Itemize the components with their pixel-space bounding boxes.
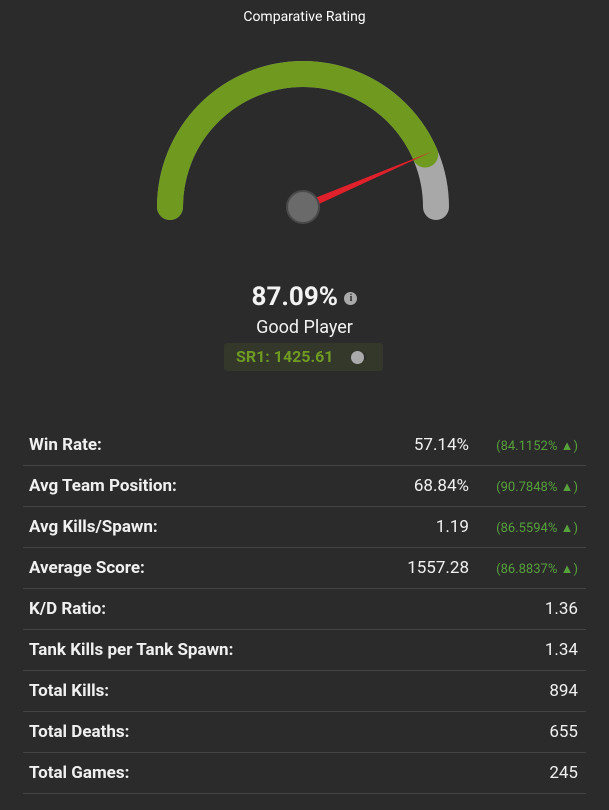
stat-label: Avg Team Position: — [29, 476, 177, 496]
stat-label: Tank Kills per Tank Spawn: — [29, 640, 234, 660]
stat-percentile: (90.7848% ▲) — [496, 480, 578, 495]
value-text: 87.09% — [251, 282, 338, 312]
stat-row: Tank Kills per Tank Spawn: 1.34 — [23, 630, 586, 671]
stat-percentile: (86.5594% ▲) — [496, 521, 578, 536]
stat-value: 655 — [549, 722, 578, 742]
gauge-needle — [301, 151, 433, 211]
stat-label: Win Rate: — [29, 435, 102, 455]
stat-percentile: (84.1152% ▲) — [496, 439, 578, 454]
info-icon[interactable]: i — [344, 291, 358, 305]
gauge-track — [157, 61, 449, 220]
sr-text: SR1: 1425.61 — [236, 347, 334, 366]
stat-value: 1.36 — [544, 599, 578, 619]
stat-row: Avg Team Position: 68.84% (90.7848% ▲) — [23, 466, 586, 507]
stat-row: Total Deaths: 655 — [23, 712, 586, 753]
stat-row: Win Rate: 57.14% (84.1152% ▲) — [23, 425, 586, 466]
stat-label: Total Kills: — [29, 681, 110, 701]
rating-value: 87.09% i — [0, 282, 609, 312]
stat-row: Average Score: 1557.28 (86.8837% ▲) — [23, 548, 586, 589]
stat-value: 68.84% — [413, 476, 469, 496]
stat-value: 894 — [549, 681, 578, 701]
gauge-title: Comparative Rating — [243, 9, 366, 25]
stat-row: Total Kills: 894 — [23, 671, 586, 712]
stat-value: 57.14% — [413, 435, 469, 455]
stat-label: Total Games: — [29, 763, 130, 783]
stat-percentile: (86.8837% ▲) — [496, 562, 578, 577]
stat-row: K/D Ratio: 1.36 — [23, 589, 586, 630]
stat-row: Avg Kills/Spawn: 1.19 (86.5594% ▲) — [23, 507, 586, 548]
stat-label: K/D Ratio: — [29, 599, 107, 619]
gauge — [157, 61, 449, 224]
stat-label: Average Score: — [29, 558, 145, 578]
needle-hub — [286, 190, 320, 224]
stat-value: 1.19 — [435, 517, 469, 537]
sr-badge: SR1: 1425.61 i — [224, 343, 383, 371]
info-icon[interactable]: i — [351, 351, 366, 365]
stat-label: Avg Kills/Spawn: — [29, 517, 158, 537]
gauge-fill — [157, 61, 439, 220]
stat-value: 1557.28 — [407, 558, 469, 578]
stat-value: 1.34 — [544, 640, 578, 660]
stat-label: Total Deaths: — [29, 722, 130, 742]
rating-label: Good Player — [256, 317, 353, 338]
stat-value: 245 — [549, 763, 578, 783]
stat-row: Total Games: 245 — [23, 753, 586, 794]
